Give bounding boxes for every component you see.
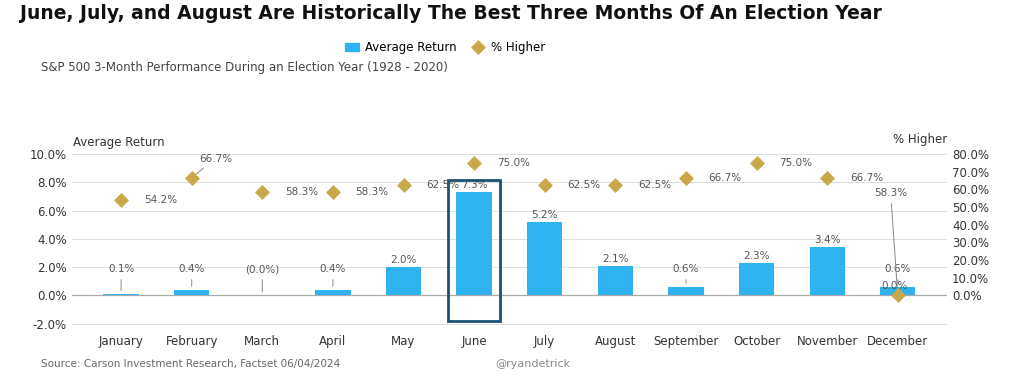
Text: 66.7%: 66.7% xyxy=(709,173,741,183)
Text: 54.2%: 54.2% xyxy=(143,195,177,205)
Legend: Average Return, % Higher: Average Return, % Higher xyxy=(340,36,550,59)
Bar xyxy=(598,266,633,295)
Text: 0.4%: 0.4% xyxy=(319,264,346,286)
Bar xyxy=(880,287,915,295)
Bar xyxy=(386,267,421,295)
Bar xyxy=(810,247,845,295)
Text: 2.1%: 2.1% xyxy=(602,253,629,264)
Text: 62.5%: 62.5% xyxy=(567,180,600,190)
Bar xyxy=(174,290,209,295)
Bar xyxy=(457,192,492,295)
Bar xyxy=(739,263,774,295)
Text: 0.1%: 0.1% xyxy=(108,264,134,290)
Text: @ryandetrick: @ryandetrick xyxy=(495,359,570,369)
Text: 2.3%: 2.3% xyxy=(743,251,770,261)
Text: (0.0%): (0.0%) xyxy=(245,264,280,292)
Text: 58.3%: 58.3% xyxy=(874,188,907,293)
Text: 0.6%: 0.6% xyxy=(673,264,699,283)
Text: Average Return: Average Return xyxy=(73,136,165,149)
Text: 66.7%: 66.7% xyxy=(850,173,883,183)
Text: 0.6%: 0.6% xyxy=(885,264,911,283)
Bar xyxy=(103,294,139,295)
Bar xyxy=(669,287,703,295)
Text: 66.7%: 66.7% xyxy=(194,154,231,176)
Text: 0.0%: 0.0% xyxy=(881,281,907,291)
Text: 5.2%: 5.2% xyxy=(531,210,558,220)
Text: 3.4%: 3.4% xyxy=(814,235,841,245)
Text: 7.3%: 7.3% xyxy=(461,180,487,190)
Text: 75.0%: 75.0% xyxy=(497,158,529,168)
Text: June, July, and August Are Historically The Best Three Months Of An Election Yea: June, July, and August Are Historically … xyxy=(20,4,883,23)
Text: 62.5%: 62.5% xyxy=(426,180,459,190)
Bar xyxy=(527,222,562,295)
Text: 0.4%: 0.4% xyxy=(178,264,205,286)
Text: 2.0%: 2.0% xyxy=(390,255,417,265)
Text: 62.5%: 62.5% xyxy=(638,180,671,190)
Text: Source: Carson Investment Research, Factset 06/04/2024: Source: Carson Investment Research, Fact… xyxy=(41,359,340,369)
Text: 58.3%: 58.3% xyxy=(285,187,318,198)
Text: 58.3%: 58.3% xyxy=(355,187,389,198)
Text: S&P 500 3-Month Performance During an Election Year (1928 - 2020): S&P 500 3-Month Performance During an El… xyxy=(41,61,447,74)
Text: 75.0%: 75.0% xyxy=(779,158,812,168)
Text: % Higher: % Higher xyxy=(893,133,947,146)
Bar xyxy=(315,290,350,295)
